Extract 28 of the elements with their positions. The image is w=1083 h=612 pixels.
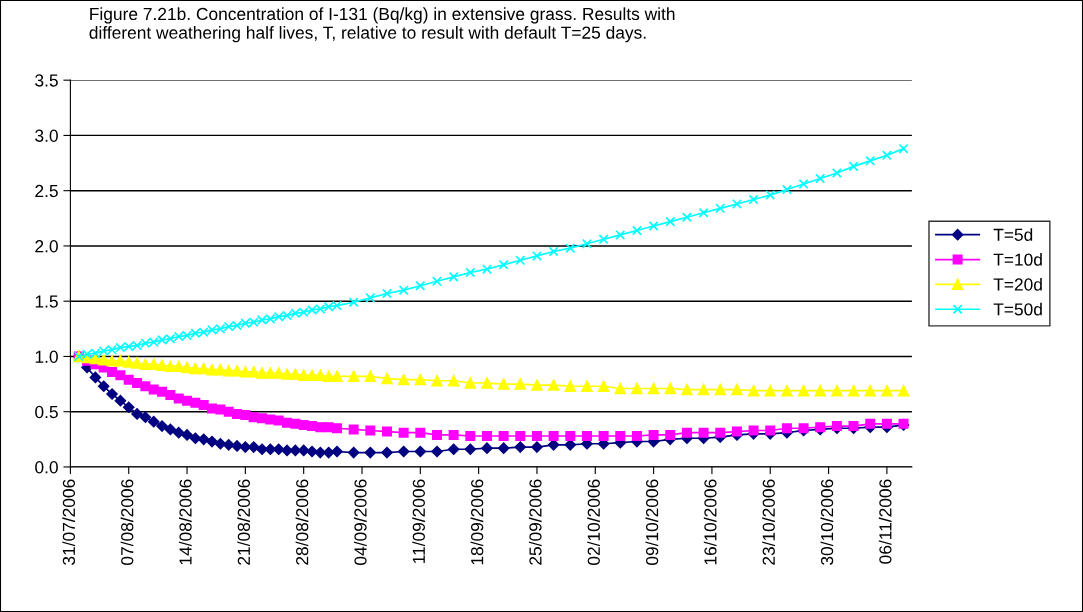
x-tick-label: 02/10/2006 <box>587 479 600 565</box>
y-tick-label: 3.0 <box>35 129 58 142</box>
y-tick-label: 3.5 <box>35 74 58 87</box>
legend-label: T=50d <box>993 302 1042 316</box>
y-tick-label: 0.5 <box>35 405 58 419</box>
x-tick-label: 21/08/2006 <box>237 479 251 565</box>
legend-label: T=10d <box>993 253 1042 266</box>
y-tick-label: 1.5 <box>35 295 58 308</box>
x-tick-label: 04/09/2006 <box>353 479 367 565</box>
y-tick-label: 1.0 <box>35 350 58 363</box>
x-tick-label: 14/08/2006 <box>178 479 192 565</box>
x-tick-label: 16/10/2006 <box>703 479 717 565</box>
x-tick-label: 28/08/2006 <box>295 479 309 565</box>
x-tick-label: 30/10/2006 <box>820 479 834 565</box>
x-tick-label: 07/08/2006 <box>120 479 134 565</box>
x-tick-label: 09/10/2006 <box>645 479 659 565</box>
x-tick-label: 25/09/2006 <box>528 479 542 565</box>
y-tick-label: 2.5 <box>35 184 58 198</box>
y-tick-label: 0.0 <box>35 461 58 474</box>
legend-label: T=5d <box>993 228 1033 241</box>
x-tick-label: 11/09/2006 <box>412 479 425 564</box>
x-tick-label: 18/09/2006 <box>470 479 484 565</box>
x-tick-label: 31/07/2006 <box>62 479 76 565</box>
legend-label: T=20d <box>993 277 1042 291</box>
chart-title: Figure 7.21b. Concentration of I-131 (Bq/kg) in extensive grass. Results with different weathering half lives, T, relative to result with default T=25 days. <box>89 7 675 43</box>
x-tick-label: 06/11/2006 <box>878 479 892 564</box>
y-tick-label: 2.0 <box>35 240 58 253</box>
x-tick-label: 23/10/2006 <box>762 479 775 565</box>
